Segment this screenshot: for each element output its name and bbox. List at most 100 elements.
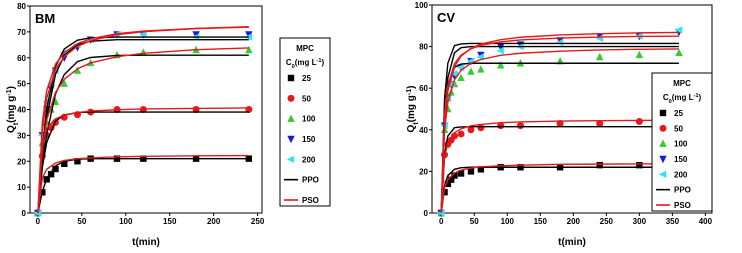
- legend-label: 50: [674, 124, 683, 133]
- fit-curve: [37, 54, 249, 214]
- marker: [437, 209, 445, 217]
- y-tick-label: 20: [17, 157, 26, 166]
- x-axis-label: t(min): [132, 237, 160, 248]
- legend-subtitle-part: 0: [292, 64, 295, 70]
- fit-curve: [37, 38, 249, 214]
- y-tick-label: 100: [415, 1, 429, 10]
- fit-curve: [37, 36, 249, 214]
- y-tick-label: 60: [419, 84, 428, 93]
- marker: [555, 38, 564, 47]
- y-axis-label: Qt(mg g-1): [6, 86, 20, 133]
- legend-title: MPC: [673, 79, 691, 88]
- marker: [659, 109, 667, 117]
- fit-curve: [37, 154, 249, 214]
- marker: [33, 209, 42, 217]
- marker: [477, 166, 485, 173]
- legend-subtitle-part: 0: [669, 99, 672, 105]
- x-tick-label: 400: [699, 217, 713, 226]
- fit-curve: [440, 45, 679, 214]
- fit-curve: [440, 62, 679, 214]
- x-tick-label: 100: [501, 217, 515, 226]
- marker: [635, 50, 644, 59]
- marker: [60, 54, 68, 62]
- legend-label: 150: [302, 135, 316, 144]
- x-tick-label: 300: [633, 217, 647, 226]
- legend-label: PPO: [674, 186, 691, 195]
- x-axis-label: t(min): [558, 237, 586, 248]
- marker: [451, 172, 458, 179]
- y-tick-label: 40: [419, 126, 428, 135]
- y-tick-label: 40: [17, 106, 26, 115]
- chart-title: BM: [35, 11, 55, 26]
- marker: [556, 120, 564, 128]
- y-tick-label: 0: [424, 209, 429, 218]
- y-axis-label-part: Q: [406, 124, 417, 132]
- x-tick-label: 150: [534, 217, 548, 226]
- legend-label: 50: [302, 94, 311, 103]
- y-axis-label-part: ): [406, 86, 417, 89]
- marker: [516, 122, 524, 130]
- marker: [457, 170, 465, 177]
- x-tick-label: 100: [119, 217, 133, 226]
- x-tick-label: 200: [567, 217, 581, 226]
- legend-label: 25: [302, 74, 311, 83]
- marker: [659, 124, 667, 132]
- legend-box: [279, 37, 331, 207]
- legend-subtitle-part: -1: [694, 93, 699, 99]
- y-axis-label-part: (mg g: [406, 95, 417, 122]
- marker: [674, 26, 683, 34]
- marker: [287, 114, 295, 122]
- marker: [556, 56, 564, 65]
- legend-subtitle: C0(mg L-1): [663, 93, 702, 105]
- y-axis-label-part: -1: [406, 89, 413, 95]
- legend-subtitle-part: (mg L: [295, 58, 317, 67]
- fit-curve: [440, 35, 679, 214]
- x-tick-label: 250: [251, 217, 265, 226]
- fit-curve: [440, 125, 679, 214]
- legend-subtitle-part: -1: [317, 58, 322, 64]
- legend-box: [651, 72, 713, 212]
- marker: [73, 66, 82, 74]
- marker: [659, 139, 667, 147]
- marker: [287, 94, 295, 102]
- y-axis-label-part: t: [13, 122, 20, 125]
- marker: [467, 168, 475, 175]
- y-axis-label-part: ): [6, 86, 17, 89]
- y-tick-label: 30: [17, 131, 26, 140]
- legend-subtitle-part: ): [322, 58, 325, 67]
- marker: [450, 69, 458, 78]
- marker: [675, 48, 683, 57]
- legend-label: 200: [674, 170, 688, 179]
- marker: [467, 126, 475, 134]
- marker: [286, 155, 295, 164]
- fit-curve: [440, 166, 679, 214]
- chart-title: CV: [437, 10, 455, 25]
- marker: [496, 61, 505, 69]
- legend-subtitle: C0(mg L-1): [286, 58, 325, 70]
- marker: [596, 120, 604, 128]
- fit-curve: [37, 157, 249, 214]
- marker: [245, 45, 253, 54]
- fit-curve: [440, 42, 679, 214]
- legend-label: 200: [302, 155, 316, 164]
- x-tick-label: 150: [163, 217, 177, 226]
- y-axis-label-part: -1: [6, 89, 13, 95]
- x-tick-label: 200: [207, 217, 221, 226]
- y-axis-label-part: (mg g: [6, 96, 17, 123]
- fit-curve: [37, 47, 249, 214]
- fit-curve: [440, 163, 679, 214]
- fit-curve: [440, 119, 679, 214]
- marker: [447, 176, 455, 183]
- legend-subtitle-part: C: [286, 58, 292, 67]
- marker: [60, 79, 68, 87]
- marker: [61, 160, 68, 168]
- y-axis-label: Qt(mg g-1): [406, 86, 420, 133]
- marker: [596, 161, 603, 169]
- marker: [457, 73, 465, 81]
- y-tick-label: 70: [17, 28, 26, 37]
- legend-label: PSO: [674, 201, 691, 210]
- y-axis-label-part: t: [413, 122, 420, 125]
- legend-subtitle-part: C: [663, 93, 669, 102]
- marker: [497, 122, 505, 130]
